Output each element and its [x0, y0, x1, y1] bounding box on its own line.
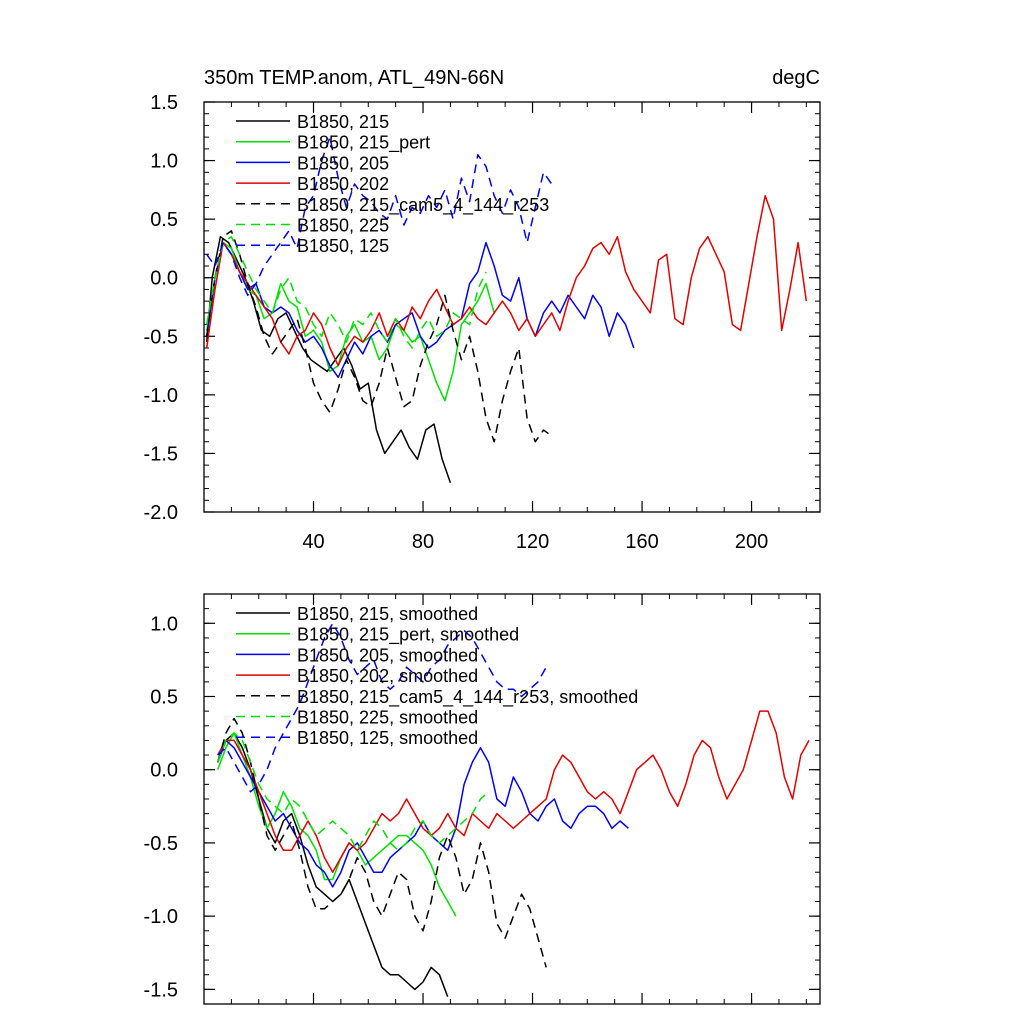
legend-label: B1850, 125, smoothed: [297, 728, 478, 748]
legend-label: B1850, 215_pert: [297, 133, 430, 154]
legend-label: B1850, 205, smoothed: [297, 645, 478, 665]
legend-label: B1850, 215_pert, smoothed: [297, 625, 519, 646]
series-line: [216, 732, 457, 917]
bottom-panel: -1.5 -1.0 -0.5 0.0 0.5 1.0 B1850, 215, smoothe…: [144, 593, 821, 1005]
series-group: [216, 622, 810, 997]
y-tick-label: 0.0: [150, 760, 178, 782]
y-tick-label: -1.5: [144, 443, 178, 465]
series-line: [206, 136, 553, 297]
series-line: [216, 739, 629, 888]
legend-label: B1850, 205: [297, 153, 389, 173]
y-tick-label: -2.0: [144, 502, 178, 524]
series-line: [216, 732, 490, 852]
plot-frame: [203, 101, 821, 513]
plot-frame: [203, 593, 821, 1005]
y-tick-label: -0.5: [144, 326, 178, 348]
x-tick-label: 40: [302, 531, 324, 553]
series-line: [205, 241, 635, 379]
y-tick-label: -1.0: [144, 906, 178, 928]
series-line: [205, 194, 808, 367]
y-tick-label: -0.5: [144, 833, 178, 855]
series-line: [216, 717, 547, 968]
y-tick-label: 0.0: [150, 268, 178, 290]
y-tick-label: 1.0: [150, 613, 178, 635]
x-tick-label: 80: [412, 531, 434, 553]
x-tick-label: 160: [625, 531, 658, 553]
series-line: [217, 622, 547, 793]
y-tick-label: 1.5: [150, 92, 178, 114]
y-tick-label: -1.5: [144, 979, 178, 1001]
y-tick-label: 0.5: [150, 209, 178, 231]
y-tick-label: -1.0: [144, 385, 178, 407]
series-line: [205, 235, 487, 349]
legend-label: B1850, 225: [297, 216, 389, 236]
legend-label: B1850, 125: [297, 236, 389, 256]
legend-label: B1850, 202: [297, 174, 389, 194]
y-tick-label: 0.5: [150, 687, 178, 709]
legend-label: B1850, 215_cam5_4_144_r253: [297, 195, 549, 216]
chart-title: 350m TEMP.anom, ATL_49N-66N: [204, 67, 504, 89]
x-tick-label: 120: [516, 531, 549, 553]
x-tick-label: 200: [735, 531, 768, 553]
series-line: [205, 235, 452, 483]
legend-label: B1850, 215: [297, 112, 389, 132]
legend-label: B1850, 202, smoothed: [297, 666, 478, 686]
series-group: [205, 136, 808, 483]
y-tick-label: 1.0: [150, 151, 178, 173]
legend-label: B1850, 215, smoothed: [297, 604, 478, 624]
series-line: [217, 710, 810, 873]
legend-label: B1850, 215_cam5_4_144_r253, smoothed: [297, 687, 638, 708]
series-line: [205, 230, 553, 443]
units-label: degC: [772, 67, 820, 89]
legend-label: B1850, 225, smoothed: [297, 708, 478, 728]
top-panel: -2.0 -1.5 -1.0 -0.5 0.0 0.5 1.0 1.5 40 80 120 160 20…: [144, 67, 821, 553]
